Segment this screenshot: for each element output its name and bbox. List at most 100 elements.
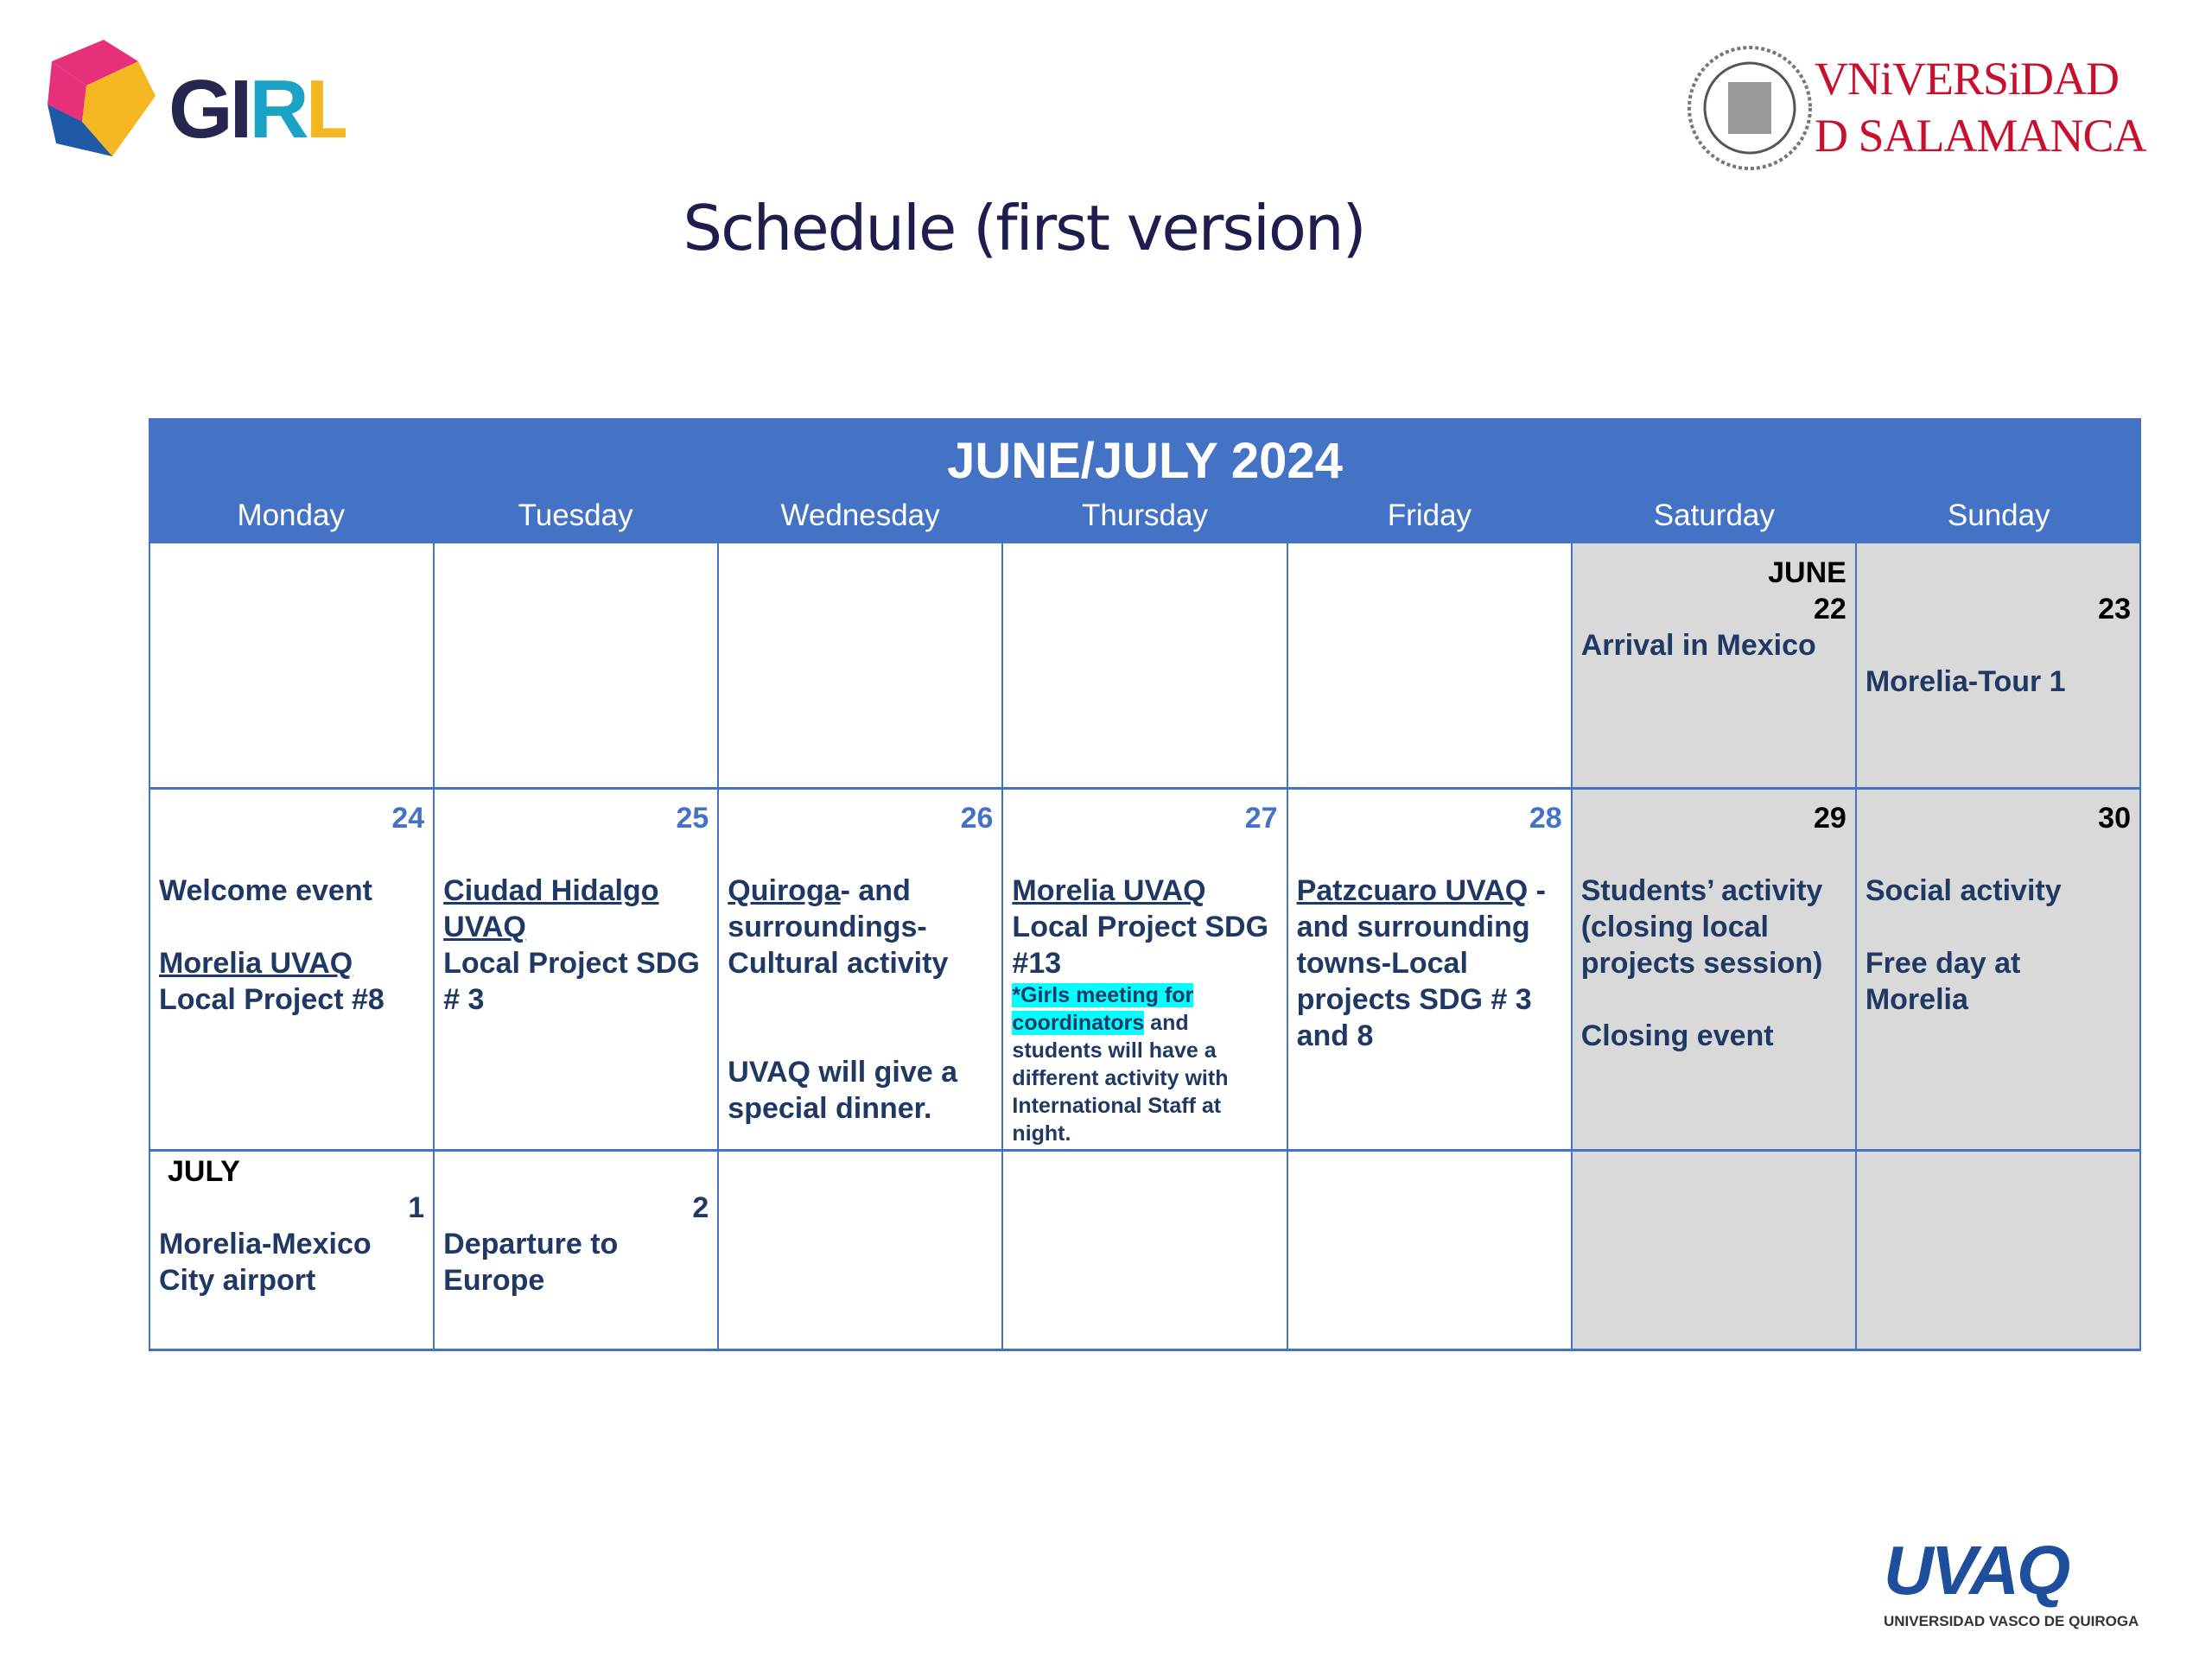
- spacer: [443, 836, 709, 873]
- event-text-segment: Students’ activity (closing local projec…: [1580, 874, 1823, 980]
- event-location-link[interactable]: Patzcuaro UVAQ: [1296, 874, 1529, 907]
- day-number: 28: [1529, 802, 1562, 835]
- uvaq-wordmark: UVAQ: [1884, 1532, 2070, 1609]
- event-text-segment: Morelia-Tour 1: [1865, 665, 2066, 698]
- calendar-day-cell: 25 Ciudad Hidalgo UVAQ Local Project SDG #…: [435, 790, 720, 1152]
- spacer: [1297, 836, 1562, 873]
- weekday-tuesday: Tuesday: [518, 498, 633, 532]
- event-text: Local Project #8: [159, 981, 424, 1018]
- spacer: [159, 836, 424, 873]
- event-location-link[interactable]: Quiroga: [728, 874, 841, 907]
- weekday-thursday: Thursday: [1082, 498, 1208, 532]
- event-location-link[interactable]: Morelia UVAQ: [159, 947, 353, 980]
- event-text: Welcome event: [159, 873, 424, 909]
- universidad-salamanca-logo: VNiVERSiDAD D SALAMANCA: [1685, 43, 2169, 173]
- day-number: 23: [2098, 593, 2131, 625]
- event-text: Departure to Europe: [443, 1226, 709, 1299]
- weekday-sunday: Sunday: [1947, 498, 2050, 532]
- event-text: Free day at Morelia: [1866, 945, 2131, 1018]
- calendar-day-cell: JULY 1 Morelia-Mexico City airport: [150, 1152, 435, 1351]
- event-text: Patzcuaro UVAQ - and surrounding towns-L…: [1297, 873, 1562, 1054]
- event-text-segment: - and surrounding towns-Local projects S…: [1296, 874, 1546, 1052]
- event-text-segment: Free day at Morelia: [1865, 947, 2021, 1016]
- salamanca-wordmark: VNiVERSiDAD D SALAMANCA: [1815, 50, 2147, 164]
- calendar-day-cell: 28 Patzcuaro UVAQ - and surrounding towns…: [1287, 790, 1573, 1152]
- spacer: [1866, 836, 2131, 873]
- calendar-day-cell: JUNE 22 Arrival in Mexico: [1572, 543, 1857, 790]
- page-title: Schedule (first version): [683, 192, 1366, 264]
- calendar-day-cell: [1287, 1152, 1573, 1351]
- day-number: 24: [391, 802, 425, 835]
- event-location-link[interactable]: Morelia UVAQ: [1012, 874, 1206, 907]
- weekday-friday: Friday: [1387, 498, 1472, 532]
- svg-text:GIRLS: GIRLS: [168, 63, 346, 156]
- month-label: JUNE: [1768, 556, 1847, 589]
- day-number: 29: [1814, 802, 1847, 835]
- calendar-day-cell: 2 Departure to Europe: [435, 1152, 720, 1351]
- calendar-day-cell: 30 Social activity Free day at Morelia: [1856, 790, 2141, 1152]
- calendar-day-cell: [150, 543, 435, 790]
- calendar-day-cell: 24 Welcome event Morelia UVAQ Local Project…: [150, 790, 435, 1152]
- salamanca-wordmark-line2: D SALAMANCA: [1815, 110, 2147, 162]
- event-text: *Girls meeting for coordinators and stud…: [1012, 981, 1277, 1147]
- spacer: [1581, 836, 1847, 873]
- weekday-monday: Monday: [237, 498, 345, 532]
- spacer: [1012, 836, 1277, 873]
- girls-logo: GIRLS: [48, 40, 346, 156]
- event-text: Local Project SDG #13: [1012, 909, 1277, 981]
- spacer: [1866, 555, 2131, 591]
- university-seal-icon: [1688, 46, 1812, 170]
- calendar-day-cell: [1287, 543, 1573, 790]
- calendar-day-cell: [719, 1152, 1004, 1351]
- spacer: [1866, 909, 2131, 945]
- uvaq-subtitle: UNIVERSIDAD VASCO DE QUIROGA: [1884, 1613, 2139, 1629]
- day-number: 1: [408, 1191, 425, 1224]
- spacer: [1866, 627, 2131, 664]
- calendar-day-cell: 23 Morelia-Tour 1: [1856, 543, 2141, 790]
- spacer: [443, 1153, 709, 1190]
- event-text-segment: Local Project SDG #13: [1012, 911, 1269, 980]
- weekday-wednesday: Wednesday: [780, 498, 940, 532]
- event-text-segment: Morelia-Mexico City airport: [159, 1228, 372, 1297]
- event-text: Ciudad Hidalgo UVAQ: [443, 873, 709, 945]
- day-number: 27: [1244, 802, 1278, 835]
- spacer: [728, 836, 993, 873]
- event-text-segment: Welcome event: [159, 874, 372, 907]
- day-number: 2: [692, 1191, 709, 1224]
- event-text: Closing event: [1581, 1018, 1847, 1054]
- day-number: 30: [2098, 802, 2131, 835]
- calendar-day-cell: [1572, 1152, 1857, 1351]
- calendar-day-cell: 26 Quiroga- and surroundings- Cultural ac…: [719, 790, 1004, 1152]
- day-number: 26: [960, 802, 994, 835]
- calendar-day-cell: [1856, 1152, 2141, 1351]
- calendar-day-cell: [719, 543, 1004, 790]
- event-text: Social activity: [1866, 873, 2131, 909]
- event-text: UVAQ will give a special dinner.: [728, 1054, 993, 1127]
- event-text-segment: and students will have a different activ…: [1012, 1011, 1229, 1146]
- event-text: Morelia UVAQ: [159, 945, 424, 981]
- day-number: 22: [1814, 593, 1847, 625]
- calendar-day-cell: [1003, 1152, 1288, 1351]
- event-text-segment: Closing event: [1580, 1019, 1774, 1052]
- spacer: [728, 981, 993, 1018]
- weekday-row: Monday Tuesday Wednesday Thursday Friday…: [149, 498, 2141, 534]
- cube-icon: [48, 40, 156, 156]
- calendar-day-cell: [435, 543, 720, 790]
- event-location-link[interactable]: Ciudad Hidalgo UVAQ: [443, 874, 659, 943]
- day-number: 25: [676, 802, 709, 835]
- event-text-segment: - and surroundings- Cultural activity: [728, 874, 949, 980]
- calendar: JUNE/JULY 2024 Monday Tuesday Wednesday …: [149, 418, 2141, 1351]
- spacer: [728, 1018, 993, 1054]
- event-text: Morelia-Tour 1: [1866, 664, 2131, 700]
- salamanca-wordmark-line1: VNiVERSiDAD: [1815, 53, 2120, 105]
- weekday-saturday: Saturday: [1653, 498, 1775, 532]
- event-text-segment: Arrival in Mexico: [1580, 629, 1816, 662]
- event-text: Morelia UVAQ: [1012, 873, 1277, 909]
- event-text: Arrival in Mexico: [1581, 627, 1847, 664]
- event-text: Quiroga- and surroundings- Cultural acti…: [728, 873, 993, 981]
- spacer: [1581, 981, 1847, 1018]
- event-text-segment: UVAQ will give a special dinner.: [728, 1056, 958, 1125]
- event-text: Local Project SDG # 3: [443, 945, 709, 1018]
- calendar-day-cell: 29 Students’ activity (closing local proj…: [1572, 790, 1857, 1152]
